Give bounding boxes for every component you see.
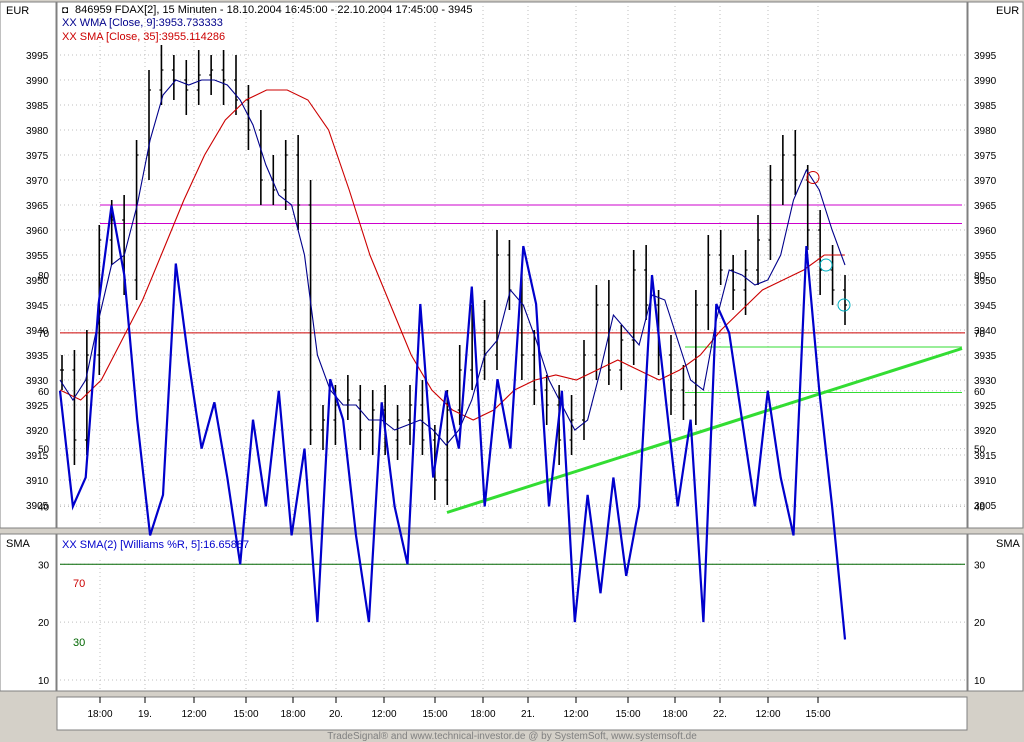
price-y-tick-right: 3990 (974, 76, 997, 87)
price-y-tick-right: 3905 (974, 501, 997, 512)
price-y-tick-right: 3940 (974, 326, 997, 337)
price-y-tick-left: 3960 (26, 226, 49, 237)
price-y-tick-left: 3950 (26, 276, 49, 287)
indicator-y-tick-right: 70 (974, 329, 986, 340)
indicator-y-tick-right: 10 (974, 676, 986, 687)
footer-credit: TradeSignal® and www.technical-investor.… (327, 731, 697, 742)
level-70-label: 70 (73, 578, 85, 590)
indicator-y-tick-left: 70 (38, 329, 50, 340)
price-y-tick-labels: 3905 3905 3910 3910 3915 3915 3920 3920 3925 3925… (26, 51, 997, 512)
time-tick-label: 12:00 (755, 709, 780, 720)
wma-legend: XX WMA [Close, 9]:3953.733333 (62, 17, 223, 29)
indicator-y-tick-left: 20 (38, 618, 50, 629)
price-y-tick-left: 3945 (26, 301, 49, 312)
indicator-panel (56, 533, 968, 692)
price-right-axis (967, 1, 1024, 529)
indicator-left-axis (0, 533, 57, 692)
time-tick-label: 18:00 (280, 709, 305, 720)
indicator-y-tick-labels: 10 10 20 20 30 30 40 40 50 50 60 60 70 70 80 80 (38, 271, 986, 687)
indicator-y-tick-right: 30 (974, 560, 986, 571)
price-y-tick-right: 3980 (974, 126, 997, 137)
time-tick-label: 22. (713, 709, 727, 720)
indicator-y-tick-left: 30 (38, 560, 50, 571)
time-tick-label: 21. (521, 709, 535, 720)
time-tick-label: 20. (329, 709, 343, 720)
price-y-tick-left: 3965 (26, 201, 49, 212)
williams-line (58, 205, 847, 640)
signal-marker (819, 258, 833, 272)
indicator-y-tick-right: 60 (974, 387, 986, 398)
price-y-tick-left: 3980 (26, 126, 49, 137)
signal-markers (806, 171, 851, 312)
indicator-y-tick-left: 40 (38, 502, 50, 513)
williams-r-sma-line (58, 205, 847, 640)
time-tick-label: 15:00 (615, 709, 640, 720)
indicator-y-tick-left: 10 (38, 676, 50, 687)
time-tick-label: 15:00 (233, 709, 258, 720)
indicator-legend: XX SMA(2) [Williams %R, 5]:16.65887 (62, 539, 249, 551)
price-y-tick-left: 3955 (26, 251, 49, 262)
price-y-tick-right: 3965 (974, 201, 997, 212)
price-y-tick-left: 3940 (26, 326, 49, 337)
price-y-tick-left: 3910 (26, 476, 49, 487)
price-y-tick-right: 3925 (974, 401, 997, 412)
time-tick-label: 19. (138, 709, 152, 720)
chart-title: 846959 FDAX[2], 15 Minuten - 18.10.2004 … (75, 4, 473, 16)
time-tick-label: 15:00 (422, 709, 447, 720)
price-y-tick-left: 3920 (26, 426, 49, 437)
indicator-y-tick-right: 50 (974, 445, 986, 456)
indicator-right-axis (967, 533, 1024, 692)
time-tick-label: 18:00 (87, 709, 112, 720)
level-30-label: 30 (73, 637, 85, 649)
indicator-left-label: SMA (6, 538, 31, 550)
price-y-tick-left: 3975 (26, 151, 49, 162)
indicator-y-tick-right: 40 (974, 502, 986, 513)
price-y-tick-right: 3915 (974, 451, 997, 462)
price-y-tick-right: 3955 (974, 251, 997, 262)
indicator-right-label: SMA (996, 538, 1021, 550)
price-y-tick-left: 3990 (26, 76, 49, 87)
currency-left-label: EUR (6, 5, 29, 17)
indicator-y-tick-left: 60 (38, 387, 50, 398)
price-y-tick-right: 3920 (974, 426, 997, 437)
currency-right-label: EUR (996, 5, 1019, 17)
time-tick-label: 18:00 (662, 709, 687, 720)
indicator-y-tick-right: 80 (974, 271, 986, 282)
indicator-y-tick-right: 20 (974, 618, 986, 629)
indicator-y-tick-left: 80 (38, 271, 50, 282)
price-y-tick-right: 3975 (974, 151, 997, 162)
indicator-y-tick-left: 50 (38, 445, 50, 456)
signal-marker (837, 298, 851, 312)
price-y-tick-left: 3995 (26, 51, 49, 62)
price-y-tick-left: 3915 (26, 451, 49, 462)
price-y-tick-right: 3935 (974, 351, 997, 362)
price-y-tick-right: 3950 (974, 276, 997, 287)
header-symbol-icon: ◘ (62, 5, 68, 16)
price-y-tick-left: 3925 (26, 401, 49, 412)
price-y-tick-right: 3930 (974, 376, 997, 387)
time-tick-label: 15:00 (805, 709, 830, 720)
price-y-tick-left: 3935 (26, 351, 49, 362)
price-y-tick-right: 3960 (974, 226, 997, 237)
time-tick-label: 12:00 (563, 709, 588, 720)
price-y-tick-right: 3985 (974, 101, 997, 112)
time-tick-label: 18:00 (470, 709, 495, 720)
time-tick-label: 12:00 (371, 709, 396, 720)
price-y-tick-left: 3970 (26, 176, 49, 187)
price-y-tick-left: 3930 (26, 376, 49, 387)
price-bars (60, 45, 847, 505)
price-y-tick-right: 3945 (974, 301, 997, 312)
time-tick-label: 12:00 (181, 709, 206, 720)
time-axis (56, 696, 968, 731)
price-y-tick-right: 3995 (974, 51, 997, 62)
sma-legend: XX SMA [Close, 35]:3955.114286 (62, 31, 225, 43)
price-y-tick-right: 3970 (974, 176, 997, 187)
sell-signal-marker (806, 171, 820, 184)
time-tick-labels: 18:00 19. 12:00 15:00 18:00 20. 12:00 15:00 18:0… (87, 697, 831, 720)
price-y-tick-left: 3905 (26, 501, 49, 512)
price-y-tick-right: 3910 (974, 476, 997, 487)
uptrend-line (446, 347, 963, 514)
price-y-tick-left: 3985 (26, 101, 49, 112)
price-left-axis (0, 1, 57, 529)
